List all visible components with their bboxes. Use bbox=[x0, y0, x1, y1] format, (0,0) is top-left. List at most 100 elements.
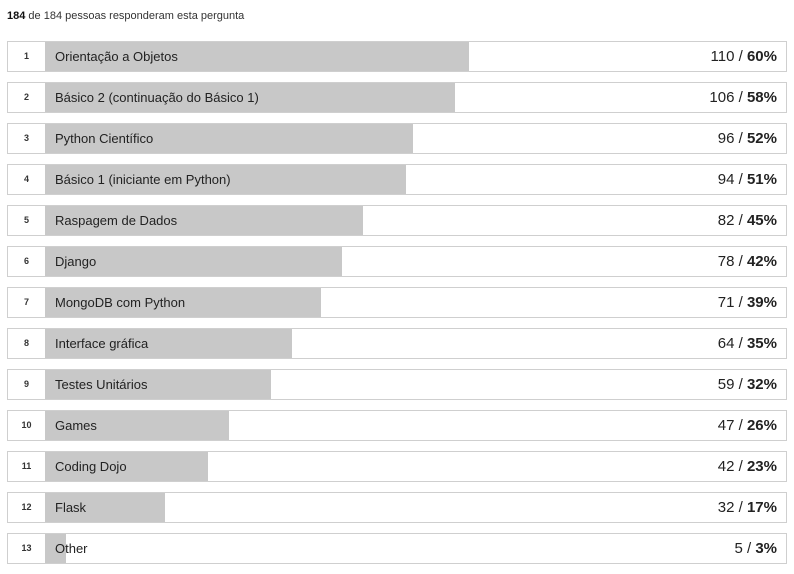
option-label: MongoDB com Python bbox=[55, 295, 186, 310]
bar-fill bbox=[45, 534, 66, 563]
value-label: 64 / 35% bbox=[718, 329, 777, 358]
rank-number: 4 bbox=[23, 174, 29, 184]
value-separator: / bbox=[734, 48, 747, 65]
result-row: 3 Python Científico 96 / 52% bbox=[7, 123, 787, 154]
rank-number: 8 bbox=[23, 338, 29, 348]
rank-number: 1 bbox=[23, 51, 29, 61]
value-separator: / bbox=[734, 458, 747, 475]
answered-count: 184 bbox=[7, 10, 26, 22]
bar-track bbox=[45, 83, 786, 112]
value-separator: / bbox=[734, 171, 747, 188]
bar-track bbox=[45, 247, 786, 276]
value-label: 106 / 58% bbox=[709, 83, 777, 112]
percent-value: 60% bbox=[746, 48, 777, 65]
percent-value: 23% bbox=[746, 458, 777, 475]
value-label: 82 / 45% bbox=[718, 206, 777, 235]
result-row: 5 Raspagem de Dados 82 / 45% bbox=[7, 205, 787, 236]
count-value: 110 bbox=[710, 48, 735, 65]
bar-fill bbox=[45, 42, 469, 71]
value-label: 94 / 51% bbox=[718, 165, 777, 194]
value-label: 5 / 3% bbox=[734, 534, 777, 563]
bar-fill bbox=[45, 288, 321, 317]
rank-number: 9 bbox=[23, 379, 29, 389]
bar-track bbox=[45, 370, 786, 399]
percent-value: 51% bbox=[746, 171, 777, 188]
count-value: 96 bbox=[717, 130, 735, 147]
bar-track bbox=[45, 42, 786, 71]
bar-fill bbox=[45, 411, 229, 440]
bar-fill bbox=[45, 83, 455, 112]
result-row: 8 Interface gráfica 64 / 35% bbox=[7, 328, 787, 359]
summary-text: de 184 pessoas responderam esta pergunta bbox=[28, 10, 245, 22]
count-value: 5 bbox=[734, 540, 743, 557]
count-value: 106 bbox=[709, 89, 735, 106]
option-label: Raspagem de Dados bbox=[55, 213, 178, 228]
option-label: Orientação a Objetos bbox=[55, 49, 178, 64]
percent-value: 45% bbox=[746, 212, 777, 229]
response-summary: 184 de 184 pessoas responderam esta perg… bbox=[7, 10, 244, 22]
bar-fill bbox=[45, 329, 292, 358]
rank-number: 12 bbox=[21, 502, 32, 512]
bar-track bbox=[45, 534, 786, 563]
option-label: Flask bbox=[55, 500, 87, 515]
value-separator: / bbox=[734, 253, 747, 270]
value-separator: / bbox=[734, 376, 747, 393]
rank-number: 6 bbox=[23, 256, 29, 266]
count-value: 82 bbox=[717, 212, 735, 229]
result-row: 9 Testes Unitários 59 / 32% bbox=[7, 369, 787, 400]
value-label: 59 / 32% bbox=[718, 370, 777, 399]
rank-number: 13 bbox=[21, 543, 32, 553]
percent-value: 17% bbox=[746, 499, 777, 516]
value-separator: / bbox=[734, 89, 747, 106]
rank-number: 2 bbox=[23, 92, 29, 102]
bar-track bbox=[45, 329, 786, 358]
count-value: 32 bbox=[717, 499, 735, 516]
result-row: 7 MongoDB com Python 71 / 39% bbox=[7, 287, 787, 318]
option-label: Básico 2 (continuação do Básico 1) bbox=[55, 90, 259, 105]
percent-value: 35% bbox=[746, 335, 777, 352]
bar-track bbox=[45, 452, 786, 481]
bar-track bbox=[45, 493, 786, 522]
count-value: 71 bbox=[717, 294, 735, 311]
value-separator: / bbox=[734, 335, 747, 352]
bar-fill bbox=[45, 247, 342, 276]
bar-track bbox=[45, 411, 786, 440]
option-label: Coding Dojo bbox=[55, 459, 127, 474]
bar-fill bbox=[45, 206, 363, 235]
option-label: Testes Unitários bbox=[55, 377, 148, 392]
percent-value: 42% bbox=[746, 253, 777, 270]
value-label: 78 / 42% bbox=[718, 247, 777, 276]
percent-value: 26% bbox=[746, 417, 777, 434]
result-row: 10 Games 47 / 26% bbox=[7, 410, 787, 441]
value-separator: / bbox=[734, 130, 747, 147]
value-separator: / bbox=[734, 294, 747, 311]
result-row: 13 Other 5 / 3% bbox=[7, 533, 787, 564]
percent-value: 3% bbox=[755, 540, 777, 557]
value-label: 110 / 60% bbox=[711, 42, 777, 71]
bar-track bbox=[45, 288, 786, 317]
bar-track bbox=[45, 165, 786, 194]
option-label: Other bbox=[55, 541, 88, 556]
result-row: 12 Flask 32 / 17% bbox=[7, 492, 787, 523]
bar-track bbox=[45, 124, 786, 153]
bar-fill bbox=[45, 370, 271, 399]
option-label: Django bbox=[55, 254, 97, 269]
option-label: Games bbox=[55, 418, 97, 433]
bar-fill bbox=[45, 493, 165, 522]
result-row: 11 Coding Dojo 42 / 23% bbox=[7, 451, 787, 482]
rank-number: 5 bbox=[23, 215, 29, 225]
bar-fill bbox=[45, 452, 208, 481]
count-value: 47 bbox=[717, 417, 735, 434]
option-label: Básico 1 (iniciante em Python) bbox=[55, 172, 231, 187]
percent-value: 58% bbox=[746, 89, 777, 106]
rank-number: 10 bbox=[21, 420, 32, 430]
result-row: 6 Django 78 / 42% bbox=[7, 246, 787, 277]
bar-track bbox=[45, 206, 786, 235]
count-value: 94 bbox=[717, 171, 735, 188]
bar-fill bbox=[45, 165, 406, 194]
bar-fill bbox=[45, 124, 413, 153]
option-label: Interface gráfica bbox=[55, 336, 149, 351]
value-separator: / bbox=[734, 212, 747, 229]
value-label: 71 / 39% bbox=[718, 288, 777, 317]
count-value: 78 bbox=[717, 253, 735, 270]
